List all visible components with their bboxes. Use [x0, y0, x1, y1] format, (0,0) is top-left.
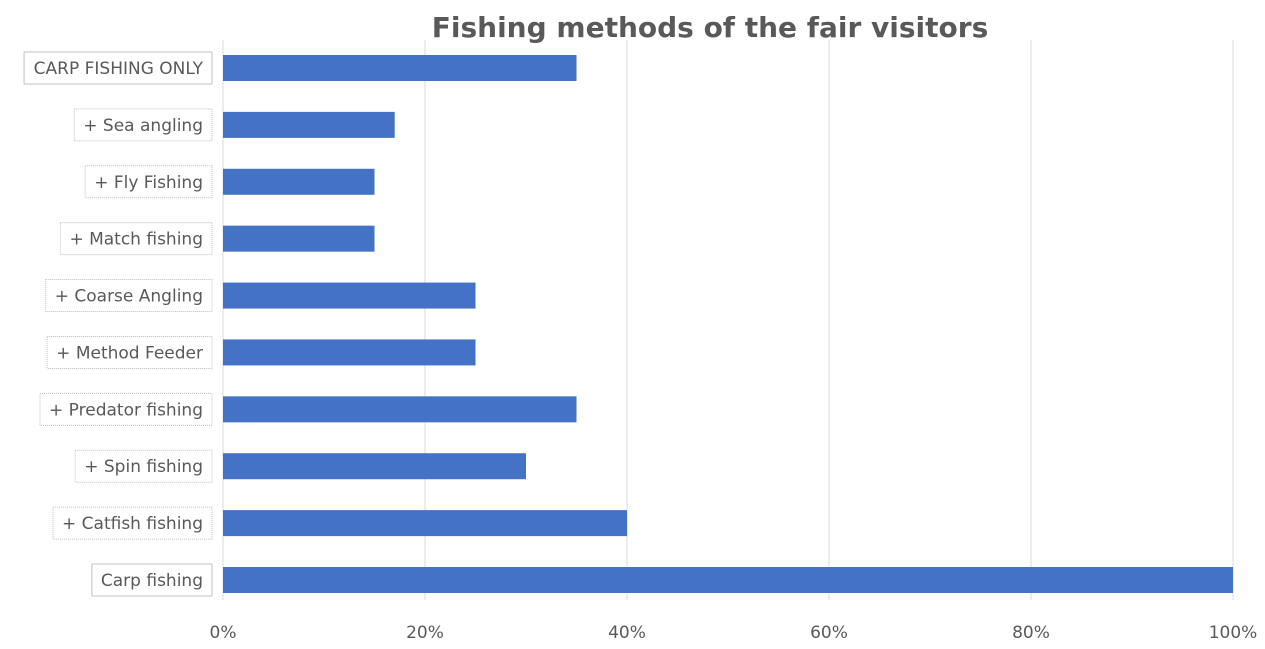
x-tick-label: 100%	[1209, 623, 1258, 643]
bar	[223, 396, 577, 423]
bar	[223, 55, 577, 81]
category-label-text: + Spin fishing	[84, 457, 203, 477]
category-label-text: Carp fishing	[101, 571, 203, 591]
category-label-text: + Coarse Angling	[55, 287, 203, 307]
bar	[223, 453, 526, 480]
category-label-box	[45, 279, 213, 313]
category-label-text: + Predator fishing	[49, 400, 203, 420]
category-label: CARP FISHING ONLY	[23, 51, 213, 85]
category-label-text: + Catfish fishing	[62, 514, 203, 534]
category-label: + Spin fishing	[74, 449, 213, 483]
bars	[223, 55, 1233, 593]
category-label-box	[84, 165, 213, 199]
bar	[223, 225, 375, 252]
category-label-box	[59, 222, 213, 256]
category-label: + Method Feeder	[46, 335, 213, 369]
x-tick-label: 60%	[810, 623, 848, 643]
gridlines	[222, 40, 1234, 600]
category-label-box	[52, 506, 213, 540]
x-tick-label: 0%	[210, 623, 237, 643]
category-label: Carp fishing	[91, 563, 213, 597]
category-label-box	[46, 335, 213, 369]
x-tick-label: 20%	[406, 623, 444, 643]
bar	[223, 111, 395, 138]
bar	[223, 339, 476, 366]
x-tick-label: 40%	[608, 623, 646, 643]
chart-title: Fishing methods of the fair visitors	[432, 11, 989, 44]
category-label: + Coarse Angling	[45, 279, 213, 313]
category-label-text: + Method Feeder	[56, 343, 203, 363]
category-label-box	[91, 563, 213, 597]
bar	[223, 282, 476, 309]
category-label: + Match fishing	[59, 222, 213, 256]
category-label-box	[74, 449, 213, 483]
category-label: + Sea angling	[73, 108, 213, 142]
category-label: + Predator fishing	[39, 392, 213, 426]
category-label-text: + Fly Fishing	[94, 173, 203, 193]
bar	[223, 567, 1233, 593]
category-label-text: + Sea angling	[83, 116, 203, 136]
category-label-box	[23, 51, 213, 85]
bar	[223, 510, 627, 537]
category-label: + Fly Fishing	[84, 165, 213, 199]
x-axis-ticks: 0% 20% 40% 60% 80% 100%	[210, 623, 1258, 643]
category-labels: CARP FISHING ONLY + Sea angling + Fly Fish…	[23, 51, 213, 597]
bar	[223, 168, 375, 195]
category-label: + Catfish fishing	[52, 506, 213, 540]
x-tick-label: 80%	[1012, 623, 1050, 643]
category-label-box	[39, 392, 213, 426]
category-label-box	[73, 108, 213, 142]
category-label-text: CARP FISHING ONLY	[34, 59, 204, 79]
category-label-text: + Match fishing	[69, 230, 203, 250]
